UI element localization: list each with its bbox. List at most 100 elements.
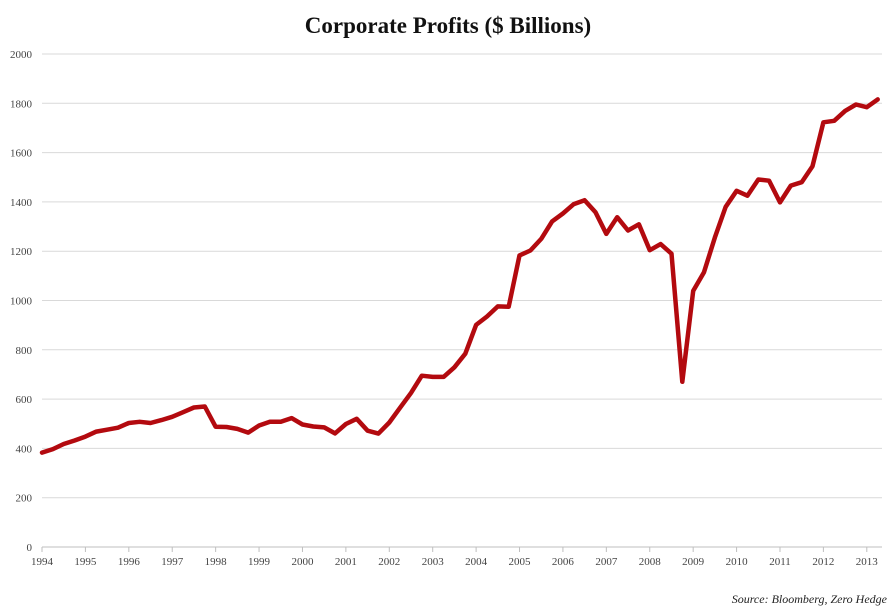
data-point (767, 179, 771, 183)
x-tick-label: 2005 (509, 556, 532, 568)
data-point (62, 442, 66, 446)
x-tick-label: 2008 (639, 556, 662, 568)
data-point (724, 205, 728, 209)
data-point (301, 423, 305, 427)
data-point (778, 200, 782, 204)
x-tick-label: 2011 (769, 556, 791, 568)
data-point (181, 410, 185, 414)
data-point (268, 420, 272, 424)
x-tick-label: 2012 (812, 556, 834, 568)
data-point (225, 425, 229, 429)
data-point (735, 189, 739, 193)
data-point (854, 103, 858, 107)
data-point (496, 304, 500, 308)
data-point (583, 198, 587, 202)
data-point (648, 248, 652, 252)
series-line (39, 97, 880, 455)
data-point (105, 428, 109, 432)
y-tick-label: 2000 (10, 49, 33, 61)
x-tick-label: 1997 (161, 556, 184, 568)
data-point (572, 202, 576, 206)
x-tick-label: 2009 (682, 556, 705, 568)
x-tick-label: 2003 (422, 556, 445, 568)
gridlines (42, 53, 882, 499)
x-tick-label: 2000 (291, 556, 314, 568)
x-tick-label: 2004 (465, 556, 488, 568)
data-point (214, 425, 218, 429)
data-point (756, 178, 760, 182)
y-tick-label: 200 (16, 493, 33, 505)
data-point (485, 315, 489, 319)
data-point (387, 421, 391, 425)
source-note: Source: Bloomberg, Zero Hedge (732, 592, 888, 606)
data-point (235, 427, 239, 431)
data-point (800, 180, 804, 184)
data-point (398, 406, 402, 410)
data-point (355, 417, 359, 421)
x-tick-label: 1995 (74, 556, 97, 568)
data-point (376, 432, 380, 436)
y-tick-label: 1200 (10, 246, 33, 258)
data-point (192, 406, 196, 410)
x-tick-label: 1996 (118, 556, 141, 568)
data-point (680, 380, 684, 384)
x-tick-label: 1999 (248, 556, 271, 568)
data-point (789, 184, 793, 188)
y-tick-label: 400 (16, 443, 33, 455)
y-tick-label: 0 (27, 542, 33, 554)
x-tick-label: 1994 (31, 556, 54, 568)
data-point (876, 97, 880, 101)
data-point (279, 420, 283, 424)
data-point (745, 194, 749, 198)
y-tick-label: 1000 (10, 296, 33, 308)
data-point (246, 431, 250, 435)
data-point (138, 420, 142, 424)
data-point (127, 421, 131, 425)
data-point (637, 222, 641, 226)
data-point (594, 210, 598, 214)
x-tick-label: 1998 (205, 556, 228, 568)
x-tick-label: 2007 (595, 556, 618, 568)
series-points (40, 97, 880, 454)
y-tick-label: 600 (16, 394, 33, 406)
data-point (159, 418, 163, 422)
data-point (702, 270, 706, 274)
x-tick-label: 2001 (335, 556, 357, 568)
data-point (528, 249, 532, 253)
chart-title: Corporate Profits ($ Billions) (305, 13, 591, 38)
x-tick-label: 2002 (378, 556, 400, 568)
data-point (149, 421, 153, 425)
data-point (713, 235, 717, 239)
data-point (170, 415, 174, 419)
data-point (94, 430, 98, 434)
data-point (452, 365, 456, 369)
y-tick-label: 1800 (10, 98, 33, 110)
data-point (409, 391, 413, 395)
data-point (821, 120, 825, 124)
data-point (257, 424, 261, 428)
data-point (691, 289, 695, 293)
data-point (116, 426, 120, 430)
data-point (539, 237, 543, 241)
data-point (51, 447, 55, 451)
data-point (832, 119, 836, 123)
x-tick-label: 2013 (856, 556, 879, 568)
axes: 0 200 400 600 800 1000 1200 1400 1600 1800 2000 199… (10, 49, 882, 568)
data-point (518, 253, 522, 257)
data-point (311, 425, 315, 429)
data-point (604, 232, 608, 236)
data-point (73, 439, 77, 443)
data-point (420, 374, 424, 378)
data-point (507, 305, 511, 309)
data-point (550, 219, 554, 223)
data-point (811, 164, 815, 168)
y-tick-label: 800 (16, 345, 33, 357)
data-point (366, 429, 370, 433)
data-point (561, 212, 565, 216)
data-point (83, 435, 87, 439)
data-point (203, 405, 207, 409)
data-point (615, 215, 619, 219)
data-point (659, 242, 663, 246)
y-tick-label: 1400 (10, 197, 33, 209)
